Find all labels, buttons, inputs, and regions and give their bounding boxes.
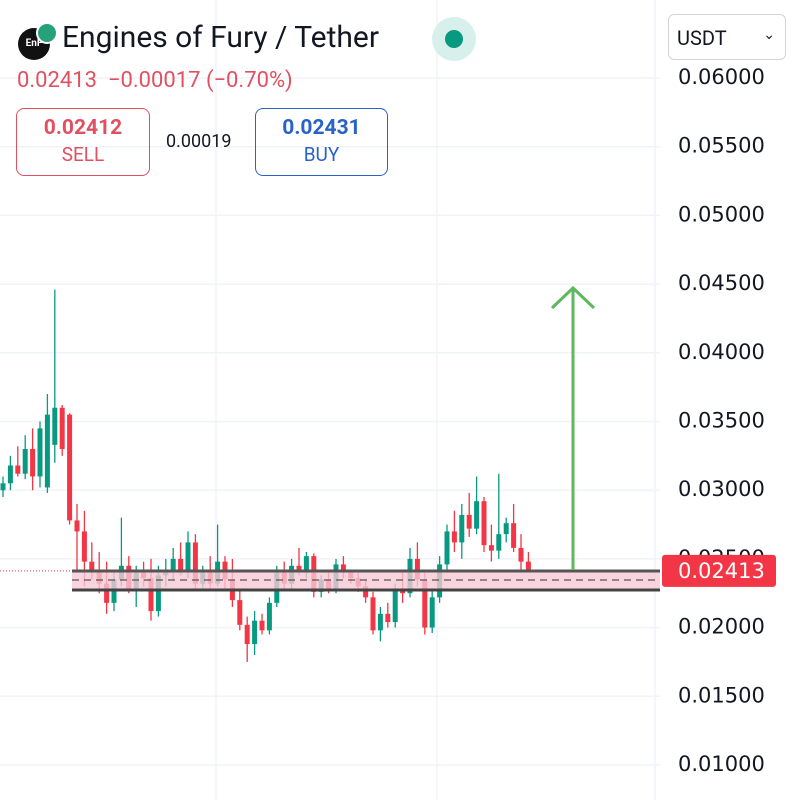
candle-body — [67, 414, 73, 521]
dropdown-caret: ⌄ — [763, 27, 775, 43]
candle-body — [444, 531, 450, 565]
buy-price: 0.02431 — [282, 116, 361, 140]
candle-body — [15, 465, 21, 474]
candle-body — [89, 561, 95, 573]
y-tick-label: 0.01500 — [678, 683, 765, 707]
y-tick-label: 0.01000 — [678, 752, 765, 776]
candle-body — [370, 597, 376, 631]
price-line: 0.02413 −0.00017 (−0.70%) — [17, 68, 293, 93]
candle-body — [511, 523, 517, 548]
y-tick-label: 0.04500 — [678, 271, 765, 295]
candle-body — [481, 501, 487, 546]
last-price-label: 0.02413 — [678, 559, 765, 583]
candle-body — [414, 558, 420, 580]
buy-button[interactable]: 0.02431 BUY — [255, 108, 388, 176]
header: EnF Engines of Fury / Tether 0.02413 −0.… — [0, 0, 660, 185]
candle-body — [148, 578, 154, 612]
candle-body — [59, 407, 65, 449]
currency: USDT — [677, 26, 727, 50]
candle-body — [52, 407, 58, 445]
candle-body — [466, 514, 472, 529]
candle-body — [185, 542, 191, 573]
candle-body — [178, 558, 184, 573]
status-dot — [445, 30, 463, 48]
candle-body — [44, 414, 50, 488]
candle-body — [7, 465, 13, 484]
candle-body — [303, 556, 309, 573]
y-tick-label: 0.06000 — [678, 65, 765, 89]
y-tick-label: 0.05500 — [678, 134, 765, 158]
y-tick-label: 0.03500 — [678, 409, 765, 433]
candle-body — [496, 534, 502, 551]
candle-body — [392, 589, 398, 623]
candle-body — [459, 514, 465, 543]
y-tick-label: 0.04000 — [678, 340, 765, 364]
title: Engines of Fury / Tether — [62, 20, 380, 55]
candle-body — [377, 613, 383, 631]
grid — [0, 0, 660, 800]
candle-body — [37, 428, 43, 477]
sell-price: 0.02412 — [43, 116, 123, 140]
spread: 0.00019 — [166, 131, 232, 152]
candle-body — [363, 586, 369, 598]
price-change: −0.00017 (−0.70%) — [107, 68, 293, 93]
candle-body — [259, 620, 265, 631]
candle-body — [429, 597, 435, 628]
y-tick-label: 0.02000 — [678, 615, 765, 639]
y-tick-label: 0.03000 — [678, 477, 765, 501]
last-price: 0.02413 — [17, 68, 97, 93]
candle-body — [81, 531, 87, 562]
candle-body — [237, 600, 243, 625]
candle-body — [296, 565, 302, 573]
candle-body — [244, 624, 250, 645]
candle-body — [385, 613, 391, 623]
currency-select[interactable]: USDT ⌄ — [668, 14, 786, 60]
candle-body — [525, 561, 531, 572]
candle-body — [266, 602, 272, 631]
candle-body — [74, 520, 80, 532]
candle-body — [155, 575, 161, 612]
candle-body — [22, 448, 28, 474]
target-arrow-head — [550, 285, 596, 310]
buy-label: BUY — [303, 143, 340, 166]
candle-body — [30, 448, 36, 477]
logo-badge — [36, 22, 58, 44]
candle-body — [192, 542, 198, 584]
candle-body — [422, 579, 428, 628]
candle-body — [252, 620, 258, 645]
candle-body — [488, 545, 494, 551]
candle-body — [503, 523, 509, 535]
logo-text: EnF — [25, 38, 43, 49]
candle-body — [340, 564, 346, 573]
price-axis: 0.06000 0.05500 0.05000 0.04500 0.04000 0.035… — [662, 65, 776, 776]
candle-body — [474, 501, 480, 529]
candle-body — [104, 583, 110, 603]
sell-button[interactable]: 0.02412 SELL — [16, 108, 150, 176]
candle-body — [518, 547, 524, 562]
candle-body — [170, 558, 176, 570]
candle-body — [451, 531, 457, 543]
last-price-box — [662, 554, 776, 587]
candle-body — [0, 483, 6, 491]
y-tick-label: 0.05000 — [678, 202, 765, 226]
candles — [0, 289, 531, 662]
sell-label: SELL — [61, 143, 105, 166]
